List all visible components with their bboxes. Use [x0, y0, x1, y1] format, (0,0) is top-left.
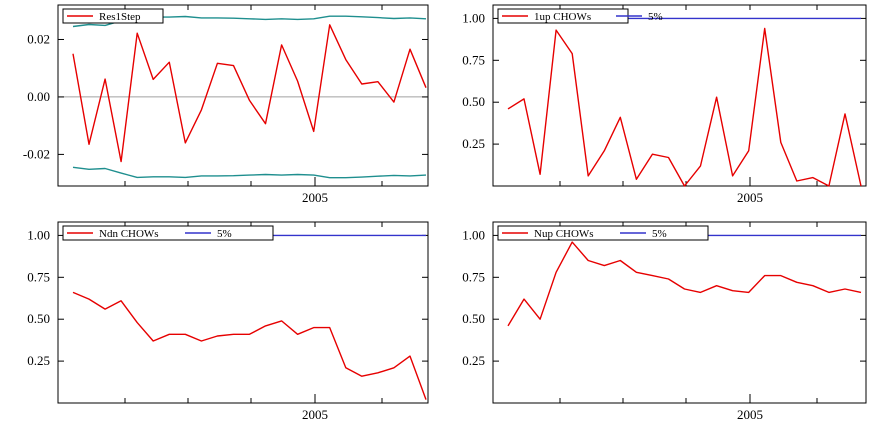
y-tick-label: 0.02 — [27, 31, 50, 46]
plot-frame — [492, 221, 867, 404]
legend-label: 5% — [648, 11, 663, 23]
plot-frame — [57, 221, 429, 404]
y-tick-label: 1.00 — [27, 227, 50, 242]
legend-box — [497, 225, 709, 241]
legend: Ndn CHOWs 5% — [62, 225, 274, 241]
y-tick-label: -0.02 — [23, 146, 50, 161]
legend-box — [62, 225, 274, 241]
legend: Res1Step — [62, 8, 164, 24]
y-tick-label: 0.25 — [462, 353, 485, 368]
y-tick-label: 0.00 — [27, 89, 50, 104]
y-tick-label: 1.00 — [462, 227, 485, 242]
x-tick-label: 2005 — [737, 190, 763, 205]
x-tick-label: 2005 — [302, 407, 328, 422]
x-tick-label: 2005 — [737, 407, 763, 422]
series-line-nup-chows — [507, 241, 862, 327]
y-tick-label: 0.25 — [462, 136, 485, 151]
chart-panel-3: 0.25 0.50 0.75 1.00 2005 Ndn CHOWs 5% — [27, 221, 429, 422]
legend-label: Ndn CHOWs — [99, 228, 159, 240]
y-tick-label: 0.50 — [462, 94, 485, 109]
x-tick-label: 2005 — [302, 190, 328, 205]
series-line--2se — [72, 166, 427, 179]
y-tick-label: 1.00 — [462, 10, 485, 25]
legend: Nup CHOWs 5% — [497, 225, 709, 241]
legend-label: 5% — [217, 228, 232, 240]
chart-panel-1: -0.02 0.00 0.02 2005 Res1Step — [23, 4, 429, 205]
y-tick-label: 0.75 — [462, 269, 485, 284]
plot-frame — [57, 4, 429, 187]
y-tick-label: 0.75 — [27, 269, 50, 284]
legend-label: 1up CHOWs — [534, 11, 591, 23]
legend-label: Res1Step — [99, 11, 141, 23]
series-line-1up-chows — [507, 27, 862, 187]
chart-panel-2: 0.25 0.50 0.75 1.00 2005 1up CHOWs 5% — [462, 4, 867, 205]
series-line-ndn-chows — [72, 291, 427, 400]
legend-label: Nup CHOWs — [534, 228, 594, 240]
y-tick-label: 0.25 — [27, 353, 50, 368]
plot-frame — [492, 4, 867, 187]
y-tick-label: 0.50 — [27, 311, 50, 326]
y-tick-label: 0.50 — [462, 311, 485, 326]
legend-label: 5% — [652, 228, 667, 240]
legend-box — [62, 8, 164, 24]
legend: 1up CHOWs 5% — [497, 8, 663, 24]
series-line-res1step — [72, 24, 427, 163]
y-tick-label: 0.75 — [462, 52, 485, 67]
chart-panel-4: 0.25 0.50 0.75 1.00 2005 Nup CHOWs 5% — [462, 221, 867, 422]
